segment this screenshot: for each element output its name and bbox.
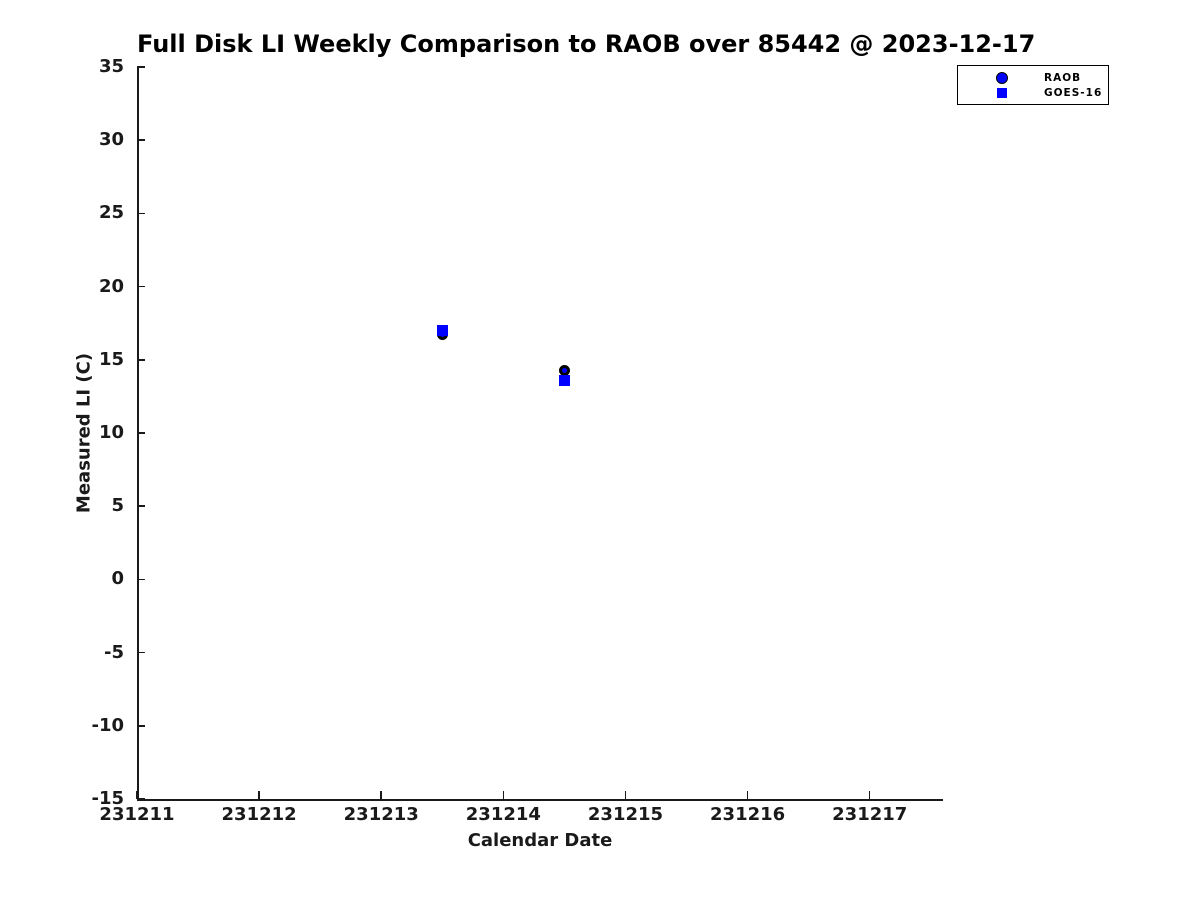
legend-label: GOES-16 xyxy=(1044,86,1103,99)
y-tick-mark xyxy=(137,505,145,507)
data-point-raob xyxy=(558,364,570,376)
y-tick-mark xyxy=(137,725,145,727)
x-tick-label: 231214 xyxy=(465,804,541,825)
x-tick-mark xyxy=(624,791,627,799)
y-tick-mark xyxy=(137,66,145,68)
y-tick-label: 0 xyxy=(111,568,124,590)
y-tick-label: -10 xyxy=(91,714,124,736)
legend-row: RAOB xyxy=(958,70,1108,85)
x-tick-mark xyxy=(746,791,749,799)
x-tick-label: 231212 xyxy=(221,804,297,825)
legend-marker-cell xyxy=(990,71,1014,84)
y-tick-label: -15 xyxy=(91,788,124,809)
y-tick-mark xyxy=(137,359,145,361)
legend-marker-cell xyxy=(990,87,1014,98)
y-tick-mark xyxy=(137,798,145,800)
data-point-goes-16 xyxy=(558,374,570,386)
y-axis-spine xyxy=(137,67,139,801)
x-tick-label: 231217 xyxy=(832,804,908,825)
y-tick-mark xyxy=(137,432,145,434)
y-tick-mark xyxy=(137,212,145,215)
x-axis-label: Calendar Date xyxy=(467,830,613,851)
y-tick-label: 15 xyxy=(98,348,124,370)
chart-title: Full Disk LI Weekly Comparison to RAOB o… xyxy=(137,30,1036,58)
x-tick-label: 231216 xyxy=(710,804,786,825)
y-tick-label: -5 xyxy=(104,641,124,663)
y-tick-label: 10 xyxy=(98,422,124,443)
legend-label: RAOB xyxy=(1044,71,1082,84)
x-tick-mark xyxy=(868,791,871,799)
x-tick-mark xyxy=(136,791,138,799)
y-tick-label: 25 xyxy=(98,202,124,224)
legend-row: GOES-16 xyxy=(958,85,1108,100)
y-tick-label: 20 xyxy=(98,275,124,297)
x-tick-label: 231215 xyxy=(587,804,664,825)
data-point-goes-16 xyxy=(436,325,448,337)
plot-area xyxy=(137,67,943,799)
y-tick-label: 30 xyxy=(98,129,124,151)
y-tick-mark xyxy=(137,139,145,141)
x-tick-mark xyxy=(258,791,260,799)
x-tick-label: 231211 xyxy=(99,804,175,825)
y-tick-label: 35 xyxy=(98,56,124,77)
x-tick-mark xyxy=(502,791,505,799)
y-tick-mark xyxy=(137,285,145,288)
circle-marker-icon xyxy=(996,71,1008,84)
legend: RAOB GOES-16 xyxy=(957,65,1109,105)
y-tick-mark xyxy=(137,651,145,654)
x-axis-spine xyxy=(137,799,943,801)
y-tick-mark xyxy=(137,578,145,581)
square-marker-icon xyxy=(997,87,1007,98)
x-tick-label: 231213 xyxy=(343,804,419,825)
x-tick-mark xyxy=(380,791,382,799)
y-tick-label: 5 xyxy=(111,495,124,517)
